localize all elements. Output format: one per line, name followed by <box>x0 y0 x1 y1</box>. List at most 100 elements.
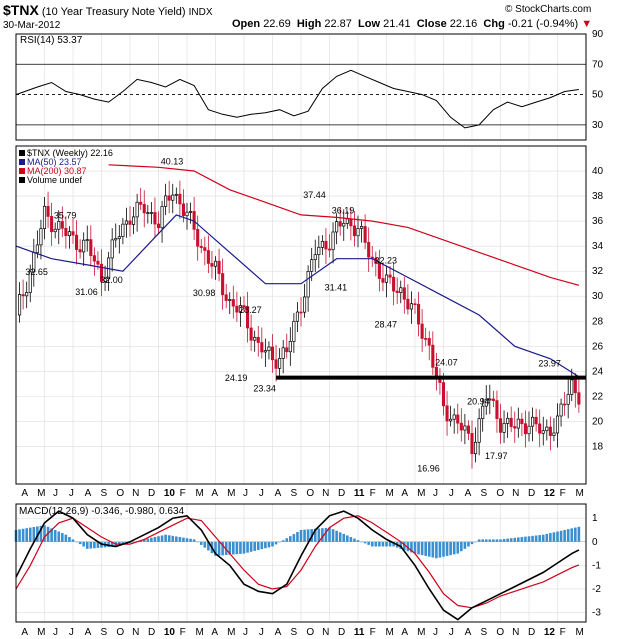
macd-histogram-bar <box>267 541 271 548</box>
macd-histogram-bar <box>82 541 85 547</box>
macd-histogram-bar <box>271 541 274 547</box>
x-axis-label: A <box>465 627 472 638</box>
macd-histogram-bar <box>370 541 374 547</box>
macd-histogram-bar <box>39 525 43 542</box>
x-axis-label: N <box>322 627 329 638</box>
macd-histogram-bar <box>274 541 278 545</box>
candle-body <box>484 398 488 407</box>
macd-histogram-bar <box>520 537 524 542</box>
candle-body <box>171 194 175 201</box>
macd-histogram-bar <box>228 541 232 555</box>
candle-body <box>363 226 367 243</box>
macd-histogram-bar <box>442 541 445 557</box>
x-axis-label: D <box>338 488 345 499</box>
macd-histogram-bar <box>18 529 21 542</box>
candle-body <box>559 403 563 417</box>
x-axis-label: S <box>291 627 298 638</box>
macd-histogram-bar <box>346 535 349 542</box>
price-panel-frame <box>15 145 587 485</box>
price-y-tick-label: 28 <box>592 316 604 327</box>
candle-body <box>57 221 61 230</box>
x-axis-label: A <box>211 488 218 499</box>
price-annotation: 31.06 <box>75 287 98 297</box>
macd-histogram-bar <box>142 539 146 542</box>
macd-histogram-bar <box>338 532 342 542</box>
candle-body <box>406 298 410 310</box>
x-axis-label: O <box>306 627 314 638</box>
candle-body <box>338 221 342 227</box>
macd-histogram-bar <box>299 529 303 542</box>
macd-histogram-bar <box>207 541 210 551</box>
ohlc-bar: Open 22.69 High 22.87 Low 21.41 Close 22… <box>232 18 592 30</box>
x-axis-label: A <box>465 488 472 499</box>
candle-body <box>395 290 399 293</box>
macd-histogram-bar <box>559 530 563 542</box>
x-axis-label: A <box>401 488 408 499</box>
macd-histogram-bar <box>121 541 125 545</box>
candle-body <box>21 294 25 297</box>
macd-histogram-bar <box>509 538 513 542</box>
macd-histogram-bar <box>342 533 346 542</box>
candle-body <box>110 239 114 259</box>
candle-body <box>149 212 153 214</box>
x-axis-label: F <box>370 488 376 499</box>
legend-swatch <box>19 159 25 165</box>
macd-histogram-bar <box>167 535 171 542</box>
macd-histogram-bar <box>556 531 559 542</box>
high-label: High <box>296 18 322 30</box>
macd-histogram-bar <box>331 529 335 542</box>
macd-histogram-bar <box>164 534 167 542</box>
candle-body <box>224 294 228 301</box>
macd-histogram-bar <box>449 541 452 556</box>
candle-body <box>99 263 104 282</box>
macd-histogram-bar <box>93 541 96 549</box>
candle-body <box>377 263 381 279</box>
macd-histogram-bar <box>438 541 442 558</box>
macd-histogram-bar <box>260 541 264 550</box>
macd-histogram-bar <box>199 541 203 545</box>
macd-histogram-bar <box>317 528 321 542</box>
x-axis-label: J <box>69 488 74 499</box>
candle-body <box>295 311 299 322</box>
candle-body <box>502 423 506 433</box>
macd-histogram-bar <box>399 541 403 549</box>
macd-histogram-bar <box>43 525 46 542</box>
candle-body <box>349 218 353 227</box>
candle-body <box>160 206 164 229</box>
macd-histogram-bar <box>256 541 260 551</box>
price-annotation: 24.07 <box>435 357 458 367</box>
x-axis-label: S <box>291 488 298 499</box>
macd-y-tick-label: -1 <box>592 560 601 571</box>
macd-y-tick-label: -3 <box>592 608 601 619</box>
candle-body <box>463 425 467 431</box>
candle-body <box>231 299 235 307</box>
macd-histogram-bar <box>68 537 71 542</box>
candle-body <box>281 347 285 359</box>
macd-histogram-bar <box>61 533 64 542</box>
candle-body <box>246 306 250 329</box>
legend-entry: $TNX (Weekly) 22.16 <box>27 148 113 158</box>
macd-histogram-bar <box>324 527 328 542</box>
candle-body <box>488 398 492 401</box>
macd-signal-line <box>15 515 580 609</box>
candle-body <box>35 244 39 254</box>
price-annotation: 40.13 <box>161 156 184 166</box>
candle-body <box>523 423 527 435</box>
candle-body <box>431 344 435 368</box>
candle-body <box>367 242 371 258</box>
macd-histogram-bar <box>78 541 82 545</box>
macd-histogram-bar <box>427 541 431 557</box>
candle-body <box>96 260 100 265</box>
candle-body <box>60 221 64 229</box>
candle-body <box>324 240 328 250</box>
candle-body <box>452 414 456 420</box>
candle-body <box>399 287 403 293</box>
macd-histogram-bar <box>253 541 256 551</box>
price-annotation: 24.19 <box>225 373 248 383</box>
macd-histogram-bar <box>185 538 189 542</box>
candle-body <box>117 236 121 239</box>
price-annotation: 32.65 <box>25 267 48 277</box>
candle-body <box>360 226 364 229</box>
candle-body <box>303 296 307 313</box>
